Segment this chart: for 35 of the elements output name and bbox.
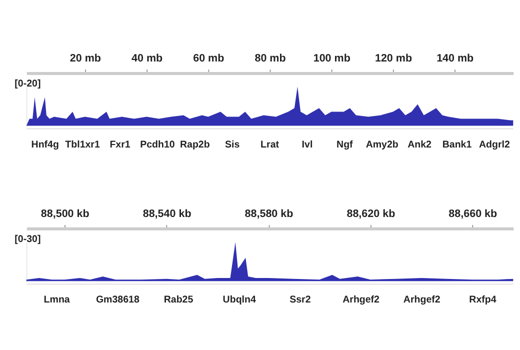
text: Ssr2 [290,294,312,306]
text: Rap2b [180,139,210,150]
x-tick-label: 40 mb [131,52,163,65]
text: Lmna [44,294,70,306]
x-tick-label: 88,580 kb [244,208,294,220]
text: Ivl [302,139,313,150]
text: Bank1 [442,139,472,150]
text: Rab25 [164,294,194,306]
text: Ubqln4 [222,294,256,306]
text: Arhgef2 [342,294,380,306]
text: Ank2 [408,139,432,150]
x-tick-label: 88,660 kb [448,208,498,220]
text: Ngf [336,139,354,150]
text: Amy2b [366,139,398,150]
x-tick-label: 80 mb [254,52,286,65]
x-tick-label: 20 mb [70,52,102,65]
text: Rxfp4 [469,294,497,306]
text: Hnf4g [31,139,59,150]
x-tick-label: 88,620 kb [346,208,396,220]
text: Adgrl2 [478,139,510,150]
x-tick-label: 100 mb [313,52,351,65]
text: Fxr1 [110,139,131,150]
x-tick-label: 88,540 kb [142,208,192,220]
annotation: [0-20] [14,78,41,90]
text: Gm38618 [96,294,140,306]
text: Tbl1xr1 [65,139,100,150]
text: Sis [224,139,240,150]
text: Lrat [260,139,280,150]
x-tick-label: 60 mb [193,52,225,65]
text: Arhgef2 [403,294,441,306]
x-tick-label: 88,500 kb [40,208,90,220]
x-tick-label: 120 mb [374,52,412,65]
annotation: [0-30] [14,234,41,246]
x-tick-label: 140 mb [436,52,474,65]
text: Pcdh10 [140,139,176,150]
